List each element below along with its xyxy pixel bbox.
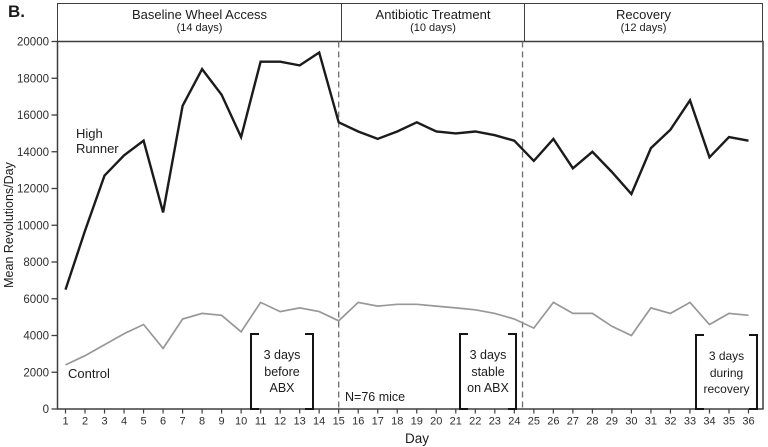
annotation-line: during <box>709 365 744 380</box>
right-bracket <box>508 333 517 410</box>
series-line-control <box>65 301 749 366</box>
x-tick-label: 7 <box>180 416 186 428</box>
annotation-line: ABX <box>269 381 295 395</box>
x-tick-label: 31 <box>645 416 657 428</box>
x-tick-label: 35 <box>723 416 735 428</box>
y-axis-ticks: 0 2000 4000 6000 8000 10000 12000 14000 16000 180… <box>17 37 58 416</box>
left-bracket <box>459 333 468 410</box>
sample-size-label: N=76 mice <box>345 390 406 404</box>
control-series-label: Control <box>68 366 110 381</box>
phase-subtitle-recovery: (12 days) <box>620 22 667 34</box>
phase-title-recovery: Recovery <box>616 7 671 22</box>
phase-title-baseline: Baseline Wheel Access <box>131 7 268 22</box>
x-tick-label: 24 <box>508 416 520 428</box>
x-tick-label: 1 <box>62 416 68 428</box>
x-tick-label: 10 <box>235 416 247 428</box>
x-tick-label: 17 <box>372 416 384 428</box>
chart-generated-content: 0 2000 4000 6000 8000 10000 12000 14000 16000 180… <box>17 37 764 428</box>
annotation-line: on ABX <box>467 381 509 395</box>
high-runner-series-label-line2: Runner <box>76 141 119 156</box>
y-tick-label: 18000 <box>17 73 49 85</box>
x-tick-label: 13 <box>294 416 306 428</box>
x-tick-label: 12 <box>274 416 286 428</box>
annotation-before-abx: 3 days before ABX <box>250 333 314 410</box>
y-axis-title: Mean Revolutions/Day <box>2 161 16 288</box>
series-line-high-runner <box>64 50 749 290</box>
x-tick-label: 3 <box>101 416 107 428</box>
x-axis-ticks: 1 2 3 4 5 6 7 8 9 10 11 12 13 14 15 16 17 18 19 20 21 22 23 24 2… <box>62 409 755 428</box>
phase-box-recovery: Recovery (12 days) <box>525 3 763 42</box>
phase-title-antibiotic: Antibiotic Treatment <box>375 7 491 22</box>
phase-divider-lines <box>338 41 524 409</box>
x-tick-label: 29 <box>606 416 618 428</box>
x-tick-label: 16 <box>352 416 364 428</box>
x-tick-label: 30 <box>625 416 637 428</box>
x-axis-title: Day <box>405 431 429 446</box>
x-tick-label: 4 <box>121 416 127 428</box>
annotation-line: 3 days <box>469 348 507 362</box>
annotation-line: stable <box>471 364 505 379</box>
x-tick-label: 19 <box>411 416 423 428</box>
plot-frame <box>56 40 764 410</box>
annotation-line: 3 days <box>263 348 301 362</box>
y-tick-label: 10000 <box>17 220 49 232</box>
x-tick-label: 20 <box>430 416 442 428</box>
right-bracket <box>305 333 314 410</box>
y-tick-label: 20000 <box>17 37 49 49</box>
annotation-before-abx-text: 3 days before ABX <box>250 347 314 397</box>
panel-label: B. <box>8 2 25 21</box>
y-tick-label: 6000 <box>23 294 49 306</box>
x-tick-label: 28 <box>586 416 598 428</box>
x-tick-label: 23 <box>489 416 501 428</box>
x-tick-label: 34 <box>703 416 715 428</box>
high-runner-series-label: High Runner <box>76 126 119 156</box>
x-tick-label: 22 <box>469 416 481 428</box>
x-tick-label: 27 <box>567 416 579 428</box>
left-bracket <box>250 333 259 410</box>
y-tick-label: 12000 <box>17 184 49 196</box>
y-tick-label: 8000 <box>23 257 49 269</box>
x-tick-label: 18 <box>391 416 403 428</box>
phase-subtitle-baseline: (14 days) <box>176 22 223 34</box>
annotation-stable-abx: 3 days stable on ABX <box>459 333 517 410</box>
high-runner-series-label-line1: High <box>76 126 103 141</box>
y-tick-label: 16000 <box>17 110 49 122</box>
x-tick-label: 14 <box>313 416 325 428</box>
x-tick-label: 26 <box>547 416 559 428</box>
x-tick-label: 8 <box>199 416 205 428</box>
annotation-stable-abx-text: 3 days stable on ABX <box>459 347 517 397</box>
x-tick-label: 11 <box>255 416 266 428</box>
x-tick-label: 36 <box>742 416 754 428</box>
annotation-line: before <box>264 364 300 379</box>
annotation-line: recovery <box>703 382 750 396</box>
x-tick-label: 32 <box>664 416 676 428</box>
x-tick-label: 25 <box>528 416 540 428</box>
annotation-during-recovery-text: 3 days during recovery <box>695 348 758 398</box>
x-tick-label: 15 <box>333 416 345 428</box>
x-tick-label: 2 <box>82 416 88 428</box>
phase-box-antibiotic: Antibiotic Treatment (10 days) <box>342 3 525 42</box>
x-tick-label: 9 <box>219 416 225 428</box>
right-bracket <box>749 334 758 410</box>
y-tick-label: 14000 <box>17 147 49 159</box>
y-tick-label: 2000 <box>23 367 49 379</box>
x-tick-label: 5 <box>140 416 146 428</box>
left-bracket <box>695 334 704 410</box>
y-tick-label: 4000 <box>23 331 49 343</box>
y-tick-label: 0 <box>43 404 49 416</box>
annotation-during-recovery: 3 days during recovery <box>695 334 758 410</box>
x-tick-label: 6 <box>160 416 166 428</box>
x-tick-label: 21 <box>450 416 462 428</box>
x-tick-label: 33 <box>684 416 696 428</box>
annotation-line: 3 days <box>708 349 745 363</box>
phase-subtitle-antibiotic: (10 days) <box>410 22 456 34</box>
